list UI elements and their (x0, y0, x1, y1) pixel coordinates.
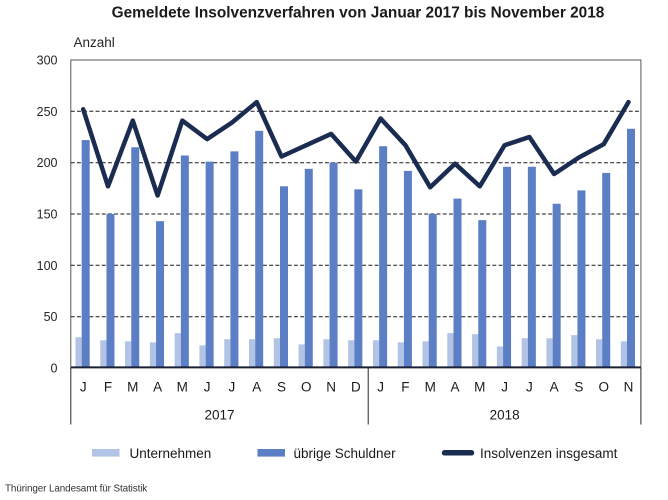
svg-text:O: O (598, 380, 609, 395)
svg-text:J: J (377, 380, 384, 395)
svg-text:N: N (326, 380, 336, 395)
svg-text:O: O (301, 380, 312, 395)
svg-text:A: A (252, 380, 261, 395)
svg-text:S: S (277, 380, 286, 395)
svg-text:M: M (127, 380, 138, 395)
svg-text:F: F (401, 380, 409, 395)
svg-text:0: 0 (51, 362, 58, 376)
svg-text:F: F (104, 380, 112, 395)
svg-text:2018: 2018 (490, 408, 520, 423)
svg-text:150: 150 (37, 208, 58, 222)
svg-text:J: J (80, 380, 87, 395)
svg-text:J: J (526, 380, 533, 395)
svg-text:A: A (550, 380, 559, 395)
svg-text:J: J (204, 380, 211, 395)
svg-text:übrige Schuldner: übrige Schuldner (294, 446, 397, 461)
svg-text:Insolvenzen insgesamt: Insolvenzen insgesamt (480, 446, 618, 461)
svg-text:200: 200 (37, 156, 58, 170)
svg-text:50: 50 (44, 310, 58, 324)
svg-text:Gemeldete Insolvenzverfahren v: Gemeldete Insolvenzverfahren von Januar … (112, 5, 605, 22)
svg-text:Unternehmen: Unternehmen (130, 446, 212, 461)
svg-text:N: N (624, 380, 634, 395)
svg-text:S: S (574, 380, 583, 395)
svg-text:M: M (425, 380, 436, 395)
svg-text:2017: 2017 (204, 408, 234, 423)
svg-text:A: A (450, 380, 459, 395)
svg-text:J: J (501, 380, 508, 395)
svg-text:Anzahl: Anzahl (74, 35, 115, 50)
svg-text:M: M (474, 380, 485, 395)
svg-text:D: D (351, 380, 361, 395)
svg-text:300: 300 (37, 54, 58, 68)
svg-text:250: 250 (37, 105, 58, 119)
svg-text:J: J (229, 380, 236, 395)
svg-text:A: A (153, 380, 162, 395)
svg-text:100: 100 (37, 259, 58, 273)
svg-text:M: M (177, 380, 188, 395)
svg-text:Thüringer Landesamt für Statis: Thüringer Landesamt für Statistik (5, 484, 147, 495)
